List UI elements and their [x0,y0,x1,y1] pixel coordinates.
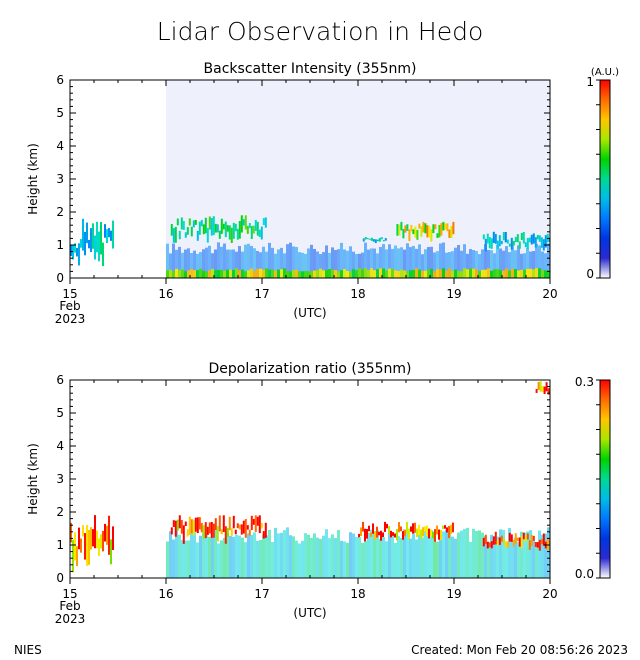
cloud-feature-2 [70,218,114,267]
backscatter-title: Backscatter Intensity (355nm) [204,61,417,77]
x-year-label: 2023 [55,312,86,326]
x-tick-label: 18 [350,287,365,301]
cloud-feature-5 [396,221,455,242]
y-tick-label: 5 [56,406,64,420]
x-tick-label: 16 [158,587,173,601]
colorbar-unit: (A.U.) [591,67,619,78]
x-tick-label: 17 [254,587,269,601]
colorbar-gradient [599,79,611,279]
backscatter-plot-area [70,80,550,278]
colorbar-min-label: 0.0 [575,567,594,581]
aerosol-layer-0 [166,527,550,578]
x-month-label: Feb [59,299,80,313]
y-tick-label: 3 [56,472,64,486]
footer-org: NIES [14,643,42,657]
y-tick-label: 4 [56,439,64,453]
depolarization-colorbar: 0.3 0.0 [575,375,611,581]
cloud-feature-1 [70,515,114,573]
x-tick-label: 15 [62,287,77,301]
x-tick-label: 17 [254,287,269,301]
y-axis-label: Height (km) [26,143,40,214]
x-tick-label: 19 [446,287,461,301]
cloud-feature-3 [358,521,454,542]
y-tick-label: 1 [56,538,64,552]
footer-created: Created: Mon Feb 20 08:56:26 2023 [411,643,628,657]
colorbar-max-label: 0.3 [575,375,594,389]
y-tick-label: 0 [56,571,64,585]
x-axis-label: (UTC) [293,606,326,620]
depolarization-title: Depolarization ratio (355nm) [208,361,411,377]
heatmap-cells [70,381,550,578]
figure-title: Lidar Observation in Hedo [157,17,484,46]
cloud-feature-4 [482,531,550,551]
cloud-feature-4 [362,237,387,244]
surface-band-1 [166,268,550,278]
cloud-feature-5 [535,381,550,395]
heatmap-cells [70,80,550,278]
y-tick-label: 4 [56,139,64,153]
colorbar-gradient [599,379,611,579]
y-tick-label: 2 [56,205,64,219]
x-tick-label: 16 [158,287,173,301]
x-tick-label: 18 [350,587,365,601]
depolarization-plot-area [70,381,550,578]
y-tick-label: 3 [56,172,64,186]
x-month-label: Feb [59,599,80,613]
y-tick-label: 1 [56,238,64,252]
y-tick-label: 5 [56,106,64,120]
x-tick-label: 19 [446,587,461,601]
backscatter-colorbar: 1 0 (A.U.) [586,67,619,281]
cloud-feature-3 [170,215,267,244]
depolarization-panel: Depolarization ratio (355nm) 0 1 2 3 4 5 6 15 16… [26,361,611,626]
colorbar-min-label: 0 [586,267,594,281]
x-tick-label: 20 [542,587,557,601]
y-tick-label: 0 [56,271,64,285]
x-tick-label: 15 [62,587,77,601]
x-year-label: 2023 [55,612,86,626]
cloud-feature-2 [170,515,267,544]
backscatter-panel: Backscatter Intensity (355nm) 0 1 2 3 4 5 6 15 1… [26,61,619,326]
colorbar-max-label: 1 [586,75,594,89]
y-axis-label: Height (km) [26,443,40,514]
y-tick-label: 6 [56,73,64,87]
aerosol-layer-0 [166,242,550,278]
y-tick-label: 6 [56,373,64,387]
y-tick-label: 2 [56,505,64,519]
x-tick-label: 20 [542,287,557,301]
x-axis-label: (UTC) [293,306,326,320]
